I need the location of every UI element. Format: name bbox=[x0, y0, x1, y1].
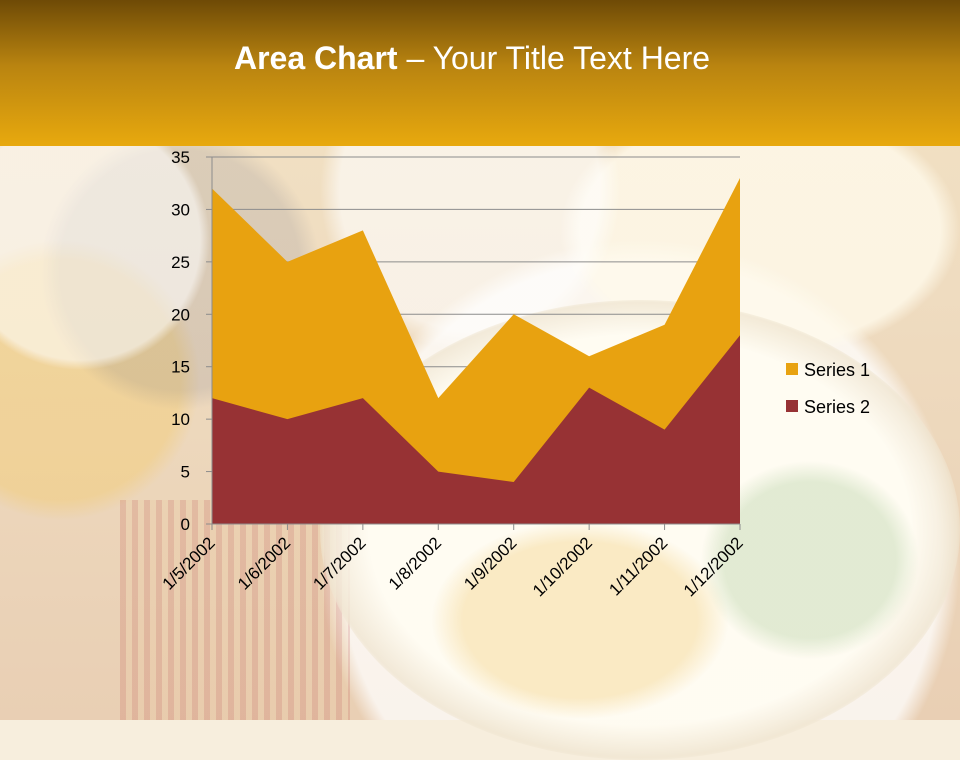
background-food bbox=[430, 520, 730, 720]
y-tick-label-0: 0 bbox=[181, 515, 190, 534]
chart-areas bbox=[212, 177, 740, 524]
title-banner bbox=[0, 0, 960, 146]
chart-legend: Series 1 Series 2 bbox=[786, 360, 870, 417]
x-tick-label-2: 1/7/2002 bbox=[309, 533, 369, 593]
x-tick-label-6: 1/11/2002 bbox=[605, 533, 671, 599]
y-tick-label-4: 20 bbox=[171, 305, 190, 324]
legend-swatch-series-1 bbox=[786, 363, 798, 375]
area-chart: 0 5 10 15 20 25 30 35 1/5/2002 1/6/2002 1/7/2002 1/… bbox=[159, 148, 870, 600]
y-tick-label-5: 25 bbox=[171, 253, 190, 272]
legend-swatch-series-2 bbox=[786, 400, 798, 412]
background-placemat bbox=[120, 500, 350, 720]
y-tick-label-3: 15 bbox=[171, 358, 190, 377]
y-tick-label-6: 30 bbox=[171, 200, 190, 219]
x-tick-label-5: 1/10/2002 bbox=[529, 533, 596, 600]
x-tick-label-3: 1/8/2002 bbox=[385, 533, 445, 593]
legend-label-series-2: Series 2 bbox=[804, 397, 870, 417]
y-tick-label-1: 5 bbox=[181, 463, 190, 482]
x-tick-label-7: 1/12/2002 bbox=[680, 533, 747, 600]
area-series-2 bbox=[212, 335, 740, 524]
x-tick-label-1: 1/6/2002 bbox=[234, 533, 294, 593]
y-tick-label-7: 35 bbox=[171, 148, 190, 167]
y-tick-label-2: 10 bbox=[171, 410, 190, 429]
legend-label-series-1: Series 1 bbox=[804, 360, 870, 380]
slide-title-bold: Area Chart bbox=[233, 40, 398, 76]
x-tick-label-4: 1/9/2002 bbox=[460, 533, 520, 593]
slide-title-rest: – Your Title Text Here bbox=[397, 40, 711, 76]
slide-title: Area Chart – Your Title Text Here bbox=[0, 40, 944, 77]
x-tick-label-0: 1/5/2002 bbox=[159, 533, 219, 593]
